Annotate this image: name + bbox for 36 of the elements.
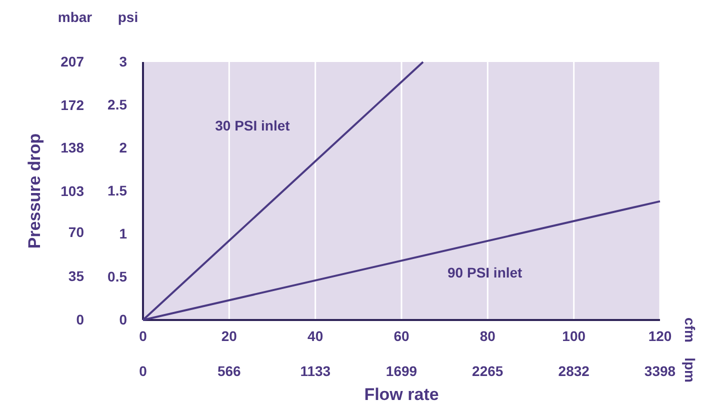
x2-tick-label: 566 [217, 362, 242, 379]
y2-tick-label: 3 [119, 53, 128, 70]
text: 30 PSI inlet [215, 118, 290, 134]
y-tick-label: 138 [60, 139, 84, 156]
y-tick-label: 0 [76, 311, 84, 328]
y2-tick-label: 2.5 [108, 96, 128, 112]
x-tick-label: 80 [480, 328, 496, 344]
x-tick-label: 0 [139, 328, 148, 344]
y-tick-label: 103 [60, 183, 84, 200]
x2-axis-title: lpm [682, 358, 698, 382]
x2-tick-label: 0 [139, 362, 148, 379]
x2-tick-label: 2265 [472, 362, 504, 379]
x-tick-label: 40 [308, 328, 324, 344]
x-tick-label: 20 [221, 328, 238, 344]
y2-tick-label: 0 [119, 311, 128, 328]
y2-tick-label: 1.5 [108, 182, 128, 198]
x2-tick-label: 2832 [558, 362, 590, 379]
y-tick-label: 172 [60, 97, 84, 114]
y-tick-label: 35 [68, 268, 84, 284]
y2-axis-title: psi [118, 9, 138, 25]
series-label: 90 PSI inlet [448, 264, 523, 281]
y2-tick-label: 0.5 [108, 268, 128, 284]
x-tick-label: 120 [648, 328, 672, 344]
y-tick-label: 207 [60, 53, 84, 70]
x-tick-label: 100 [562, 328, 586, 344]
x-tick-label: 60 [394, 328, 410, 344]
y-tick-label: 70 [68, 224, 84, 240]
text: mbar [58, 9, 93, 25]
x2-tick-label: 1699 [386, 362, 418, 379]
y-axis-title: Pressure drop [25, 133, 44, 249]
x2-tick-label: 1133 [300, 362, 331, 379]
y2-tick-label: 2 [119, 139, 128, 156]
y2-tick-label: 1 [119, 225, 128, 242]
x-axis-title: Flow rate [364, 385, 439, 404]
text: cfm [682, 318, 698, 342]
x2-tick-label: 3398 [644, 362, 676, 379]
